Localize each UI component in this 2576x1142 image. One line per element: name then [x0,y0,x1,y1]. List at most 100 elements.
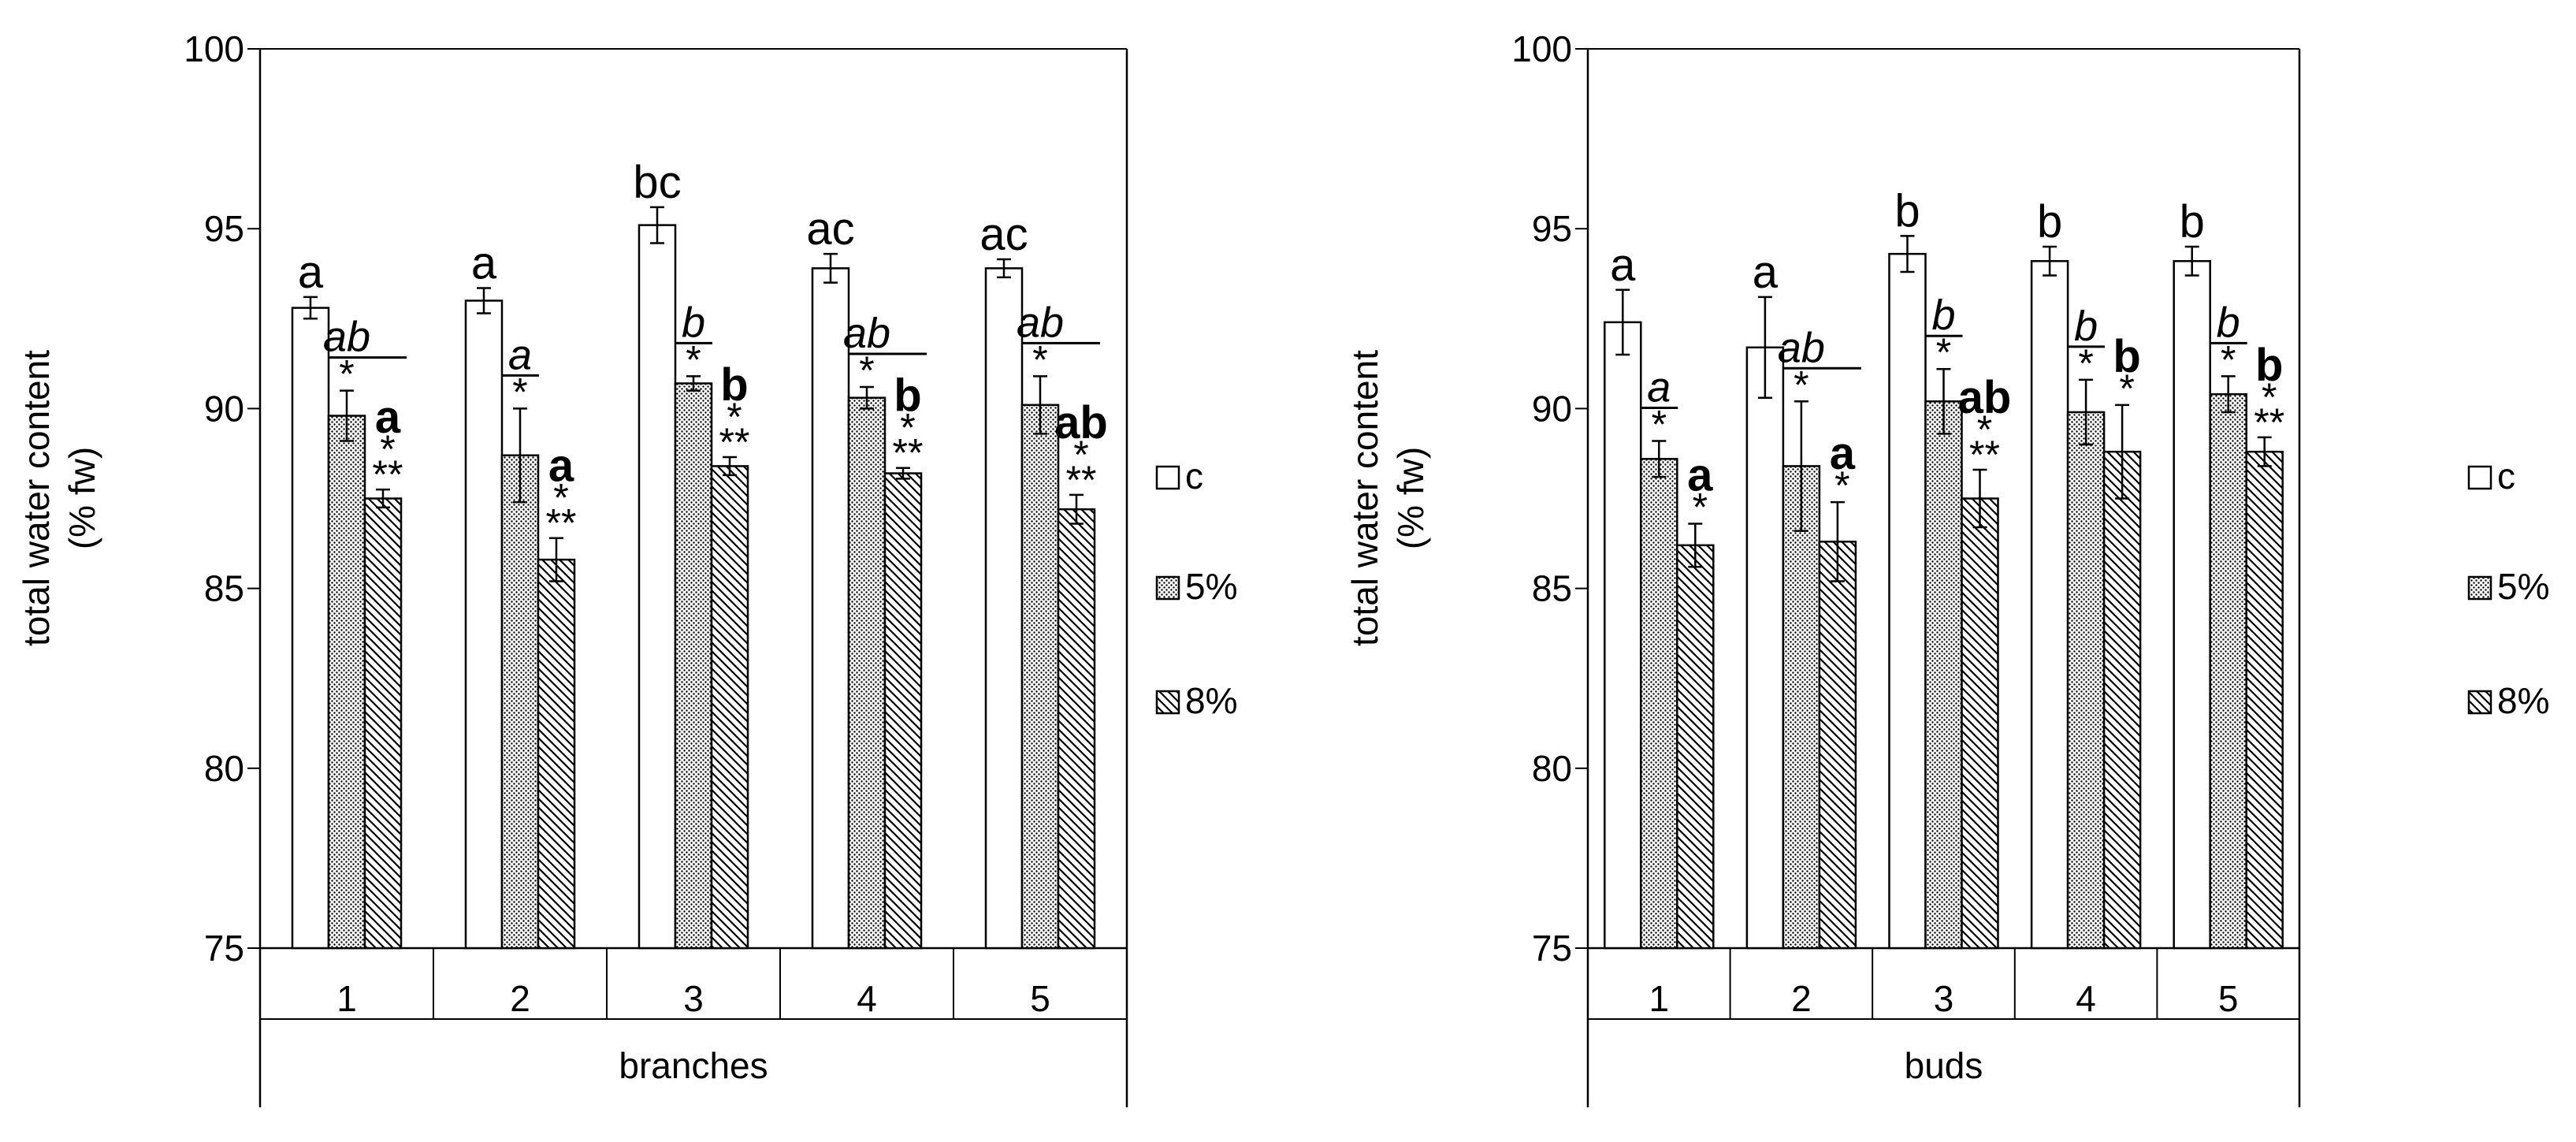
significance-star-5: * [1794,363,1808,407]
x-tick-label: 5 [1030,978,1050,1019]
y-tick-label: 80 [1532,748,1572,789]
significance-stars-8-bottom: ** [1066,458,1097,502]
x-tick-label: 2 [510,978,530,1019]
legend-label: 8% [1185,680,1237,721]
bar [2102,450,2142,950]
bar [984,267,1024,950]
group-letter-8pct: a [548,441,574,492]
group-letter-control: b [1894,185,1920,236]
bar [1020,404,1060,950]
y-tick-label: 100 [1511,28,1572,69]
bar [1604,321,1642,950]
y-tick-label: 90 [1532,388,1572,429]
bar [291,307,330,950]
significance-star-5: * [2221,337,2236,381]
legend-swatch [2467,690,2492,715]
legend-swatch [1155,465,1180,490]
bar [363,497,403,950]
legend-swatch [2467,465,2492,490]
bar [811,267,850,950]
significance-star-5: * [686,337,701,381]
bar [1782,465,1821,950]
y-tick-label: 85 [204,568,244,609]
chart-buds: 75 80 85 90 95 100 total water content (% fw) 1 2… [1344,28,2549,1107]
significance-star-5: * [1652,402,1667,446]
significance-star-5: * [2078,341,2093,385]
significance-star-8: * [1834,463,1849,508]
x-tick-label: 1 [336,978,357,1019]
group-letter-5pct: ab [323,314,370,361]
significance-stars-8-bottom: ** [2254,400,2284,445]
y-tick-label: 95 [204,208,244,249]
legend-label: c [2497,456,2515,497]
significance-stars-8-bottom: ** [1969,433,2000,477]
legend-swatch [1155,690,1180,715]
legend-label: 5% [2497,566,2549,607]
bar [710,465,749,950]
y-axis-title: total water content [16,350,57,646]
x-tick-label: 4 [857,978,877,1019]
significance-stars-8-bottom: ** [719,420,750,464]
x-tick-label: 3 [683,978,704,1019]
legend-label: 5% [1185,566,1237,607]
bar [2030,260,2069,950]
x-tick-label: 4 [2076,978,2096,1019]
group-letter-control: bc [633,157,681,208]
bar [1818,541,1857,950]
chart-branches: 75 80 85 90 95 100 total water content (% fw) 1 2… [16,28,1237,1107]
y-tick-label: 90 [204,388,244,429]
y-axis-unit: (% fw) [61,447,102,549]
bar [1057,508,1096,950]
group-letter-control: ac [979,209,1028,260]
bar [1961,497,1999,950]
group-letter-5pct: ab [1017,299,1064,346]
group-letter-control: a [298,247,324,298]
y-tick-label: 80 [204,748,244,789]
bar [674,382,713,950]
bar [500,454,540,950]
x-tick-label: 5 [2218,978,2239,1019]
group-letter-control: b [2180,196,2205,247]
bar [2066,411,2106,950]
x-tick-label: 3 [1934,978,1954,1019]
bar [1924,400,1963,950]
group-letter-8pct: a [1830,428,1856,479]
y-tick-label: 75 [1532,928,1572,969]
group-letter-control: a [1610,240,1636,291]
bar [1745,346,1785,950]
bar [1888,252,1927,950]
significance-star-8: * [380,427,395,471]
group-letter-8pct: ab [1958,372,2012,423]
x-axis-title: branches [619,1045,768,1086]
y-tick-label: 75 [204,928,244,969]
bar [2245,450,2284,950]
significance-star-5: * [512,370,527,414]
bar [1676,544,1715,950]
group-letter-control: ac [806,203,854,255]
significance-stars-8-bottom: ** [893,431,924,475]
group-letter-control: a [471,238,497,289]
group-letter-8pct: b [2255,340,2283,391]
bar [883,472,923,950]
x-tick-label: 1 [1649,978,1670,1019]
significance-star-5: * [1032,337,1047,381]
bar [327,415,366,950]
bar [537,558,576,950]
group-letter-control: a [1753,247,1779,298]
bar [464,299,504,950]
significance-star-8: * [1073,433,1088,477]
bar [637,224,677,950]
significance-star-8: * [2262,375,2277,419]
significance-stars-8-bottom: ** [546,501,577,545]
group-letter-5pct: ab [843,310,890,357]
x-tick-label: 2 [1791,978,1812,1019]
group-letter-8pct: b [720,359,748,411]
significance-star-5: * [1936,330,1951,374]
group-letter-8pct: a [375,392,401,443]
y-axis-title: total water content [1344,350,1385,646]
group-letter-8pct: a [1687,449,1713,500]
significance-star-8: * [1977,407,1992,452]
significance-star-8: * [900,406,915,450]
significance-star-5: * [339,352,354,396]
